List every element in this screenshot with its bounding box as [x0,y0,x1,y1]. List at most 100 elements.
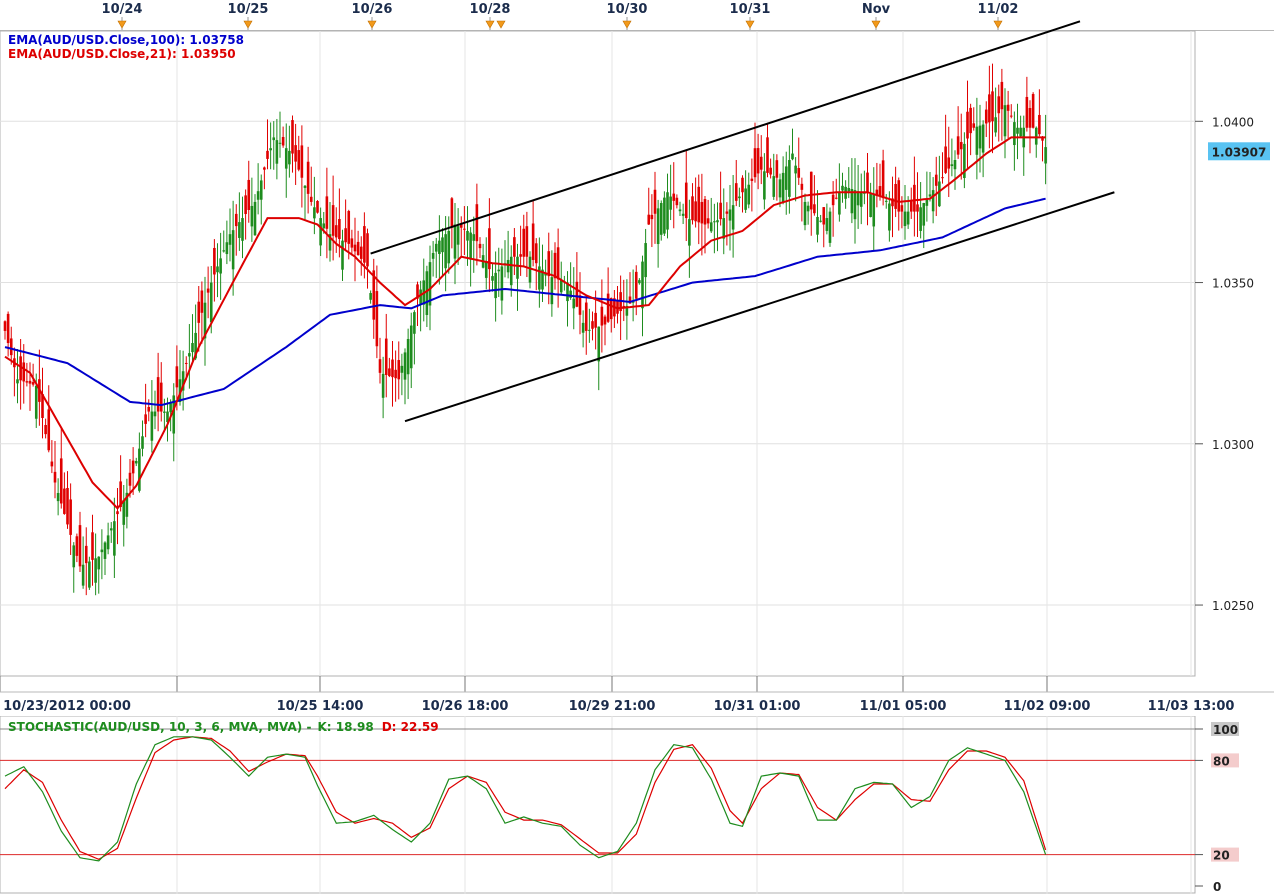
candle-body [791,153,794,160]
candle-body [366,233,369,267]
candle-body [950,164,954,167]
candle-body [975,126,979,155]
candle-body [813,204,816,214]
candle-body [475,204,479,242]
stoch-y-label: 80 [1213,754,1230,768]
candle-body [181,371,185,391]
top-date-label: 10/25 [228,2,269,17]
candle-body [278,142,282,144]
candle-body [466,230,469,241]
candle-body [153,411,157,417]
candle-body [347,211,351,244]
candle-body [88,561,91,588]
candle-body [1038,114,1041,135]
candle-body [978,125,982,149]
stochastic-k-value: K: 18.98 [317,720,373,734]
top-date-ruler [0,0,1274,30]
candle-body [531,223,535,260]
candle-body [263,167,266,170]
candle-body [338,219,341,240]
candle-body [641,261,644,309]
candle-body [963,143,966,179]
candle-body [41,393,44,418]
candle-body [513,237,516,257]
candle-body [3,321,7,331]
candle-body [378,359,382,373]
top-date-label: 10/30 [607,2,648,17]
x-tick-label: 10/26 18:00 [422,699,509,714]
candle-body [141,436,144,449]
candle-body [819,220,822,222]
candle-body [459,223,463,228]
candle-body [297,150,301,170]
candle-body [884,200,888,202]
candle-body [344,228,347,243]
candle-body [541,269,544,290]
y-tick-label: 1.0350 [1212,277,1254,291]
candle-body [881,160,885,199]
candle-body [684,182,688,219]
candle-body [972,123,976,128]
top-date-label: 10/31 [730,2,771,17]
candle-body [747,184,751,205]
candle-body [63,488,66,514]
candle-body [22,362,26,382]
candle-body [516,256,519,279]
candle-body [31,382,35,385]
candle-body [397,360,401,380]
candle-body [891,198,894,207]
candle-body [919,207,922,231]
candle-body [478,243,482,249]
candle-body [741,177,744,193]
candle-body [469,232,472,260]
candle-body [722,218,726,239]
candle-body [463,228,466,230]
candle-body [506,259,510,273]
x-tick-label: 11/01 05:00 [860,699,947,714]
candle-body [406,338,410,375]
stoch-level-badge [1211,847,1239,862]
candle-body [803,201,807,226]
candle-body [191,343,194,353]
candle-body [775,160,779,178]
candle-body [825,218,829,231]
candle-body [591,321,594,329]
candle-body [122,499,126,525]
candle-body [738,196,741,199]
candle-body [1034,127,1038,145]
candle-body [841,185,844,191]
event-marker [622,20,632,29]
candle-body [234,213,238,227]
candle-body [494,272,497,299]
candle-body [638,280,641,284]
candle-body [956,136,960,155]
candle-body [744,188,747,210]
ema21-line [4,136,1046,510]
candle-body [869,193,872,218]
candle-body [931,190,935,212]
candle-body [1031,94,1035,128]
candle-body [853,190,857,220]
stoch-k-line [4,736,1047,862]
candle-body [838,192,841,215]
candle-body [994,117,997,133]
candle-body [828,211,832,243]
candle-body [625,305,629,316]
candle-body [156,377,160,412]
candle-body [188,353,191,357]
candle-body [209,282,213,323]
candle-body [878,186,882,196]
candle-body [309,196,313,202]
candle-body [250,205,254,227]
candle-body [472,234,476,241]
candle-body [303,185,307,188]
candle-body [894,183,897,209]
candle-body [519,254,522,257]
stoch-level-badge [1211,753,1239,768]
candle-body [447,230,451,264]
candle-body [756,148,760,174]
candle-body [119,481,122,508]
candle-body [166,411,169,423]
candle-body [784,166,788,190]
